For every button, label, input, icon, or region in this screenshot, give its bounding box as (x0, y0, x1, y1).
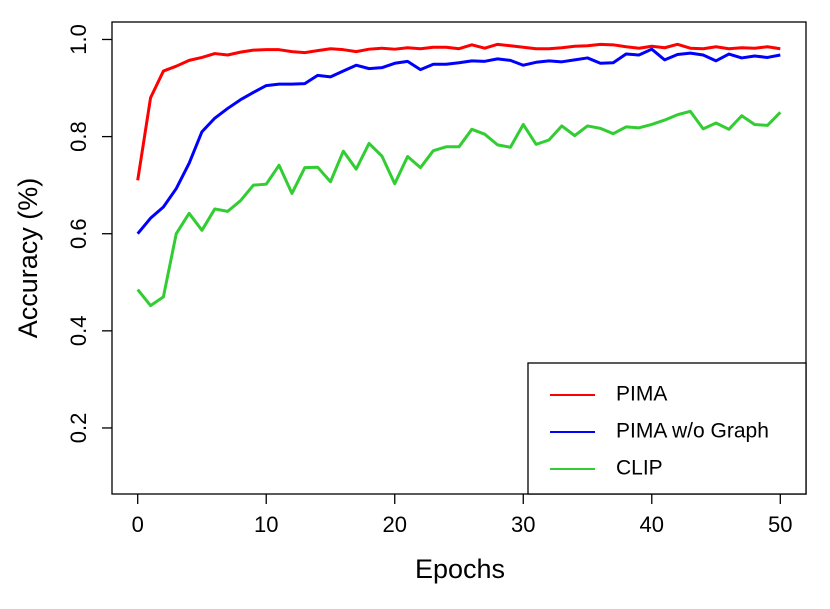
legend-label: PIMA (616, 383, 667, 406)
y-tick-label: 0.6 (66, 218, 91, 249)
x-tick-label: 50 (768, 512, 792, 537)
legend-label: CLIP (616, 457, 663, 480)
x-axis-label: Epochs (415, 554, 505, 584)
x-tick-label: 10 (254, 512, 278, 537)
x-tick-label: 40 (640, 512, 664, 537)
x-tick-label: 20 (382, 512, 406, 537)
legend-box (527, 362, 807, 495)
y-tick-label: 0.2 (66, 413, 91, 444)
y-axis-label: Accuracy (%) (13, 178, 43, 339)
x-tick-label: 30 (511, 512, 535, 537)
plot-frame (111, 21, 807, 495)
line-series (136, 42, 781, 181)
line-series (136, 47, 781, 235)
legend-label: PIMA w/o Graph (616, 420, 769, 443)
y-tick-label: 1.0 (66, 24, 91, 55)
y-tick-label: 0.8 (66, 121, 91, 152)
x-tick-label: 0 (132, 512, 144, 537)
line-series (136, 109, 782, 308)
y-tick-label: 0.4 (66, 316, 91, 347)
